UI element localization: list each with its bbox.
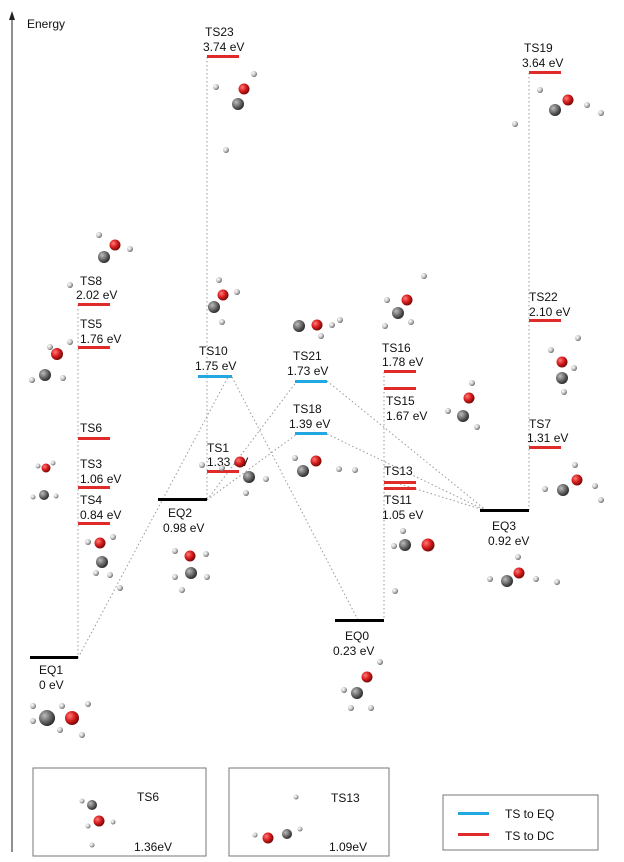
molecule-ts4: [85, 534, 123, 591]
label-eq3-energy: 0.92 eV: [488, 534, 529, 548]
energy-levels: [30, 55, 561, 659]
connection-lines: [77, 376, 488, 659]
level-eq0: [335, 619, 384, 622]
level-eq1: [30, 656, 78, 659]
label-ts19-name: TS19: [524, 41, 553, 55]
molecule-ts3: [30, 460, 59, 500]
label-ts18-name: TS18: [293, 402, 322, 416]
label-ts11-name: TS11: [384, 493, 412, 507]
molecule-ts19: [512, 87, 604, 127]
label-eq2-name: EQ2: [168, 506, 192, 520]
level-ts5: [78, 346, 110, 349]
molecule-eq0: [341, 659, 383, 711]
label-ts5-energy: 1.76 eV: [80, 332, 121, 346]
label-ts5-name: TS5: [80, 317, 102, 331]
label-ts7-energy: 1.31 eV: [527, 431, 568, 445]
molecule-ts5: [29, 339, 73, 383]
label-ts22-name: TS22: [529, 290, 558, 304]
label-ts23-name: TS23: [205, 25, 234, 39]
label-ts13-name: TS13: [384, 464, 413, 478]
label-ts15-energy: 1.67 eV: [386, 409, 427, 423]
label-ts18-energy: 1.39 eV: [289, 417, 330, 431]
molecule-ts15: [445, 380, 480, 430]
molecule-eq1: [30, 701, 91, 738]
legend-box: [442, 794, 599, 851]
label-ts8-name: TS8: [80, 274, 102, 288]
molecule-ts23: [213, 71, 257, 153]
legend-label-ts-eq: TS to EQ: [505, 807, 554, 821]
inset-ts13-energy: 1.09eV: [329, 840, 367, 854]
level-ts10: [198, 375, 232, 378]
label-eq3-name: EQ3: [492, 519, 516, 533]
label-eq1-name: EQ1: [39, 663, 63, 677]
level-ts18: [295, 432, 327, 435]
level-eq2: [158, 498, 207, 501]
vertical-guides: [77, 57, 530, 658]
molecule-ts11: [391, 528, 435, 594]
label-ts16-name: TS16: [382, 341, 411, 355]
energy-axis-label: Energy: [27, 17, 65, 31]
label-eq0-energy: 0.23 eV: [333, 644, 374, 658]
label-ts22-energy: 2.10 eV: [529, 305, 570, 319]
level-ts3: [78, 486, 110, 489]
molecule-ts1: [199, 456, 269, 496]
molecule-ts22: [548, 335, 581, 395]
level-ts23: [207, 55, 239, 58]
level-ts19: [529, 71, 561, 74]
label-ts8-energy: 2.02 eV: [76, 288, 117, 302]
label-ts7-name: TS7: [529, 417, 551, 431]
legend-label-ts-dc: TS to DC: [505, 829, 555, 843]
level-ts6: [78, 437, 110, 440]
level-ts4: [78, 522, 110, 525]
label-ts10-energy: 1.75 eV: [195, 359, 236, 373]
label-ts4-name: TS4: [80, 493, 102, 507]
label-ts1-name: TS1: [207, 441, 229, 455]
molecule-eq2: [172, 548, 210, 593]
label-eq0-name: EQ0: [345, 629, 369, 643]
label-ts4-energy: 0.84 eV: [80, 508, 121, 522]
inset-ts6-energy: 1.36eV: [134, 840, 172, 854]
molecule-ts16: [382, 273, 427, 329]
molecule-ts21: [293, 317, 343, 339]
level-ts13: [384, 481, 416, 484]
inset-ts13-name: TS13: [331, 791, 360, 805]
label-ts10-name: TS10: [199, 344, 228, 358]
level-labels: TS23 3.74 eV TS19 3.64 eV TS8 2.02 eV TS…: [39, 25, 570, 692]
inset-box-ts6: TS6 1.36eV: [32, 767, 207, 857]
molecule-ts18: [292, 455, 358, 477]
energy-axis-arrow: [9, 11, 15, 20]
label-ts21-energy: 1.73 eV: [287, 364, 328, 378]
molecule-eq3: [487, 554, 560, 587]
level-ts11: [384, 487, 416, 490]
label-ts3-energy: 1.06 eV: [80, 472, 121, 486]
molecule-ts7: [542, 462, 604, 503]
label-eq1-energy: 0 eV: [39, 678, 64, 692]
label-ts19-energy: 3.64 eV: [522, 56, 563, 70]
label-ts3-name: TS3: [80, 457, 102, 471]
molecule-ts8: [67, 232, 133, 288]
legend-swatch-ts-eq: [458, 812, 489, 815]
level-ts21: [295, 380, 327, 383]
label-ts6-name: TS6: [80, 421, 102, 435]
legend-swatch-ts-dc: [458, 833, 489, 836]
level-ts22: [529, 319, 561, 322]
level-ts15: [384, 387, 416, 390]
label-eq2-energy: 0.98 eV: [163, 521, 204, 535]
inset-ts6-name: TS6: [137, 790, 159, 804]
label-ts16-energy: 1.78 eV: [382, 355, 423, 369]
inset-box-ts13: TS13 1.09eV: [228, 767, 390, 857]
label-ts23-energy: 3.74 eV: [203, 40, 244, 54]
level-ts7: [529, 446, 561, 449]
level-eq3: [480, 509, 529, 512]
level-ts8: [78, 303, 110, 306]
level-ts1: [207, 470, 239, 473]
label-ts11-energy: 1.05 eV: [382, 508, 423, 522]
label-ts15-name: TS15: [386, 394, 415, 408]
legend: TS to EQ TS to DC: [442, 794, 599, 851]
molecule-ts10: [208, 277, 240, 325]
label-ts21-name: TS21: [293, 349, 322, 363]
level-ts16: [384, 370, 416, 373]
